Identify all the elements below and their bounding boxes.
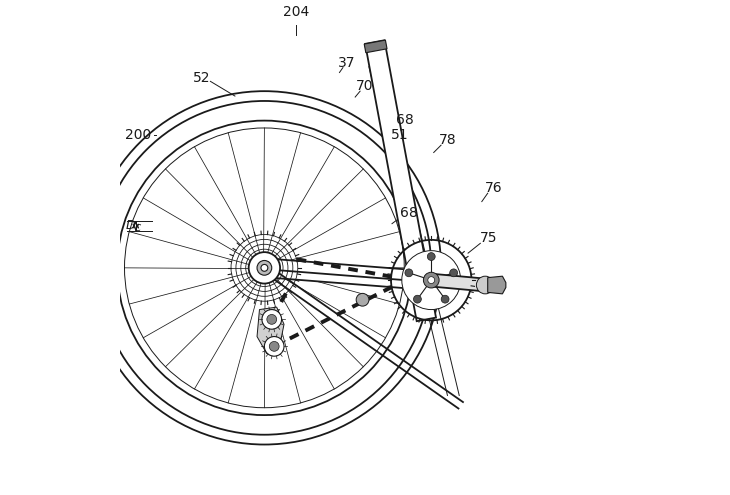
Polygon shape [266, 258, 424, 282]
Polygon shape [488, 276, 506, 294]
Polygon shape [364, 40, 387, 53]
Circle shape [269, 342, 279, 351]
Text: 68: 68 [400, 206, 418, 220]
Text: 78: 78 [439, 133, 456, 147]
Circle shape [262, 309, 282, 329]
Text: 200: 200 [125, 128, 151, 143]
Text: 76: 76 [485, 181, 502, 196]
Text: 68: 68 [396, 113, 414, 127]
Circle shape [267, 314, 277, 324]
Circle shape [450, 269, 458, 277]
Circle shape [427, 252, 435, 260]
Circle shape [261, 264, 268, 271]
Circle shape [402, 250, 461, 309]
Circle shape [441, 295, 449, 303]
Circle shape [413, 295, 421, 303]
Text: 70: 70 [356, 79, 374, 93]
Text: 75: 75 [480, 231, 497, 246]
Circle shape [477, 276, 494, 294]
Text: 204: 204 [283, 5, 310, 19]
Polygon shape [431, 274, 486, 292]
Circle shape [249, 252, 280, 284]
Text: 51: 51 [391, 128, 408, 143]
Circle shape [423, 272, 439, 288]
Circle shape [264, 337, 284, 356]
Text: 37: 37 [337, 56, 355, 70]
Polygon shape [365, 40, 436, 321]
Circle shape [405, 269, 412, 277]
Text: $D_C$: $D_C$ [125, 219, 142, 234]
Polygon shape [257, 307, 284, 354]
Circle shape [356, 294, 369, 306]
Circle shape [257, 260, 272, 275]
Circle shape [428, 277, 434, 284]
Text: 52: 52 [193, 71, 211, 85]
Polygon shape [264, 263, 422, 290]
